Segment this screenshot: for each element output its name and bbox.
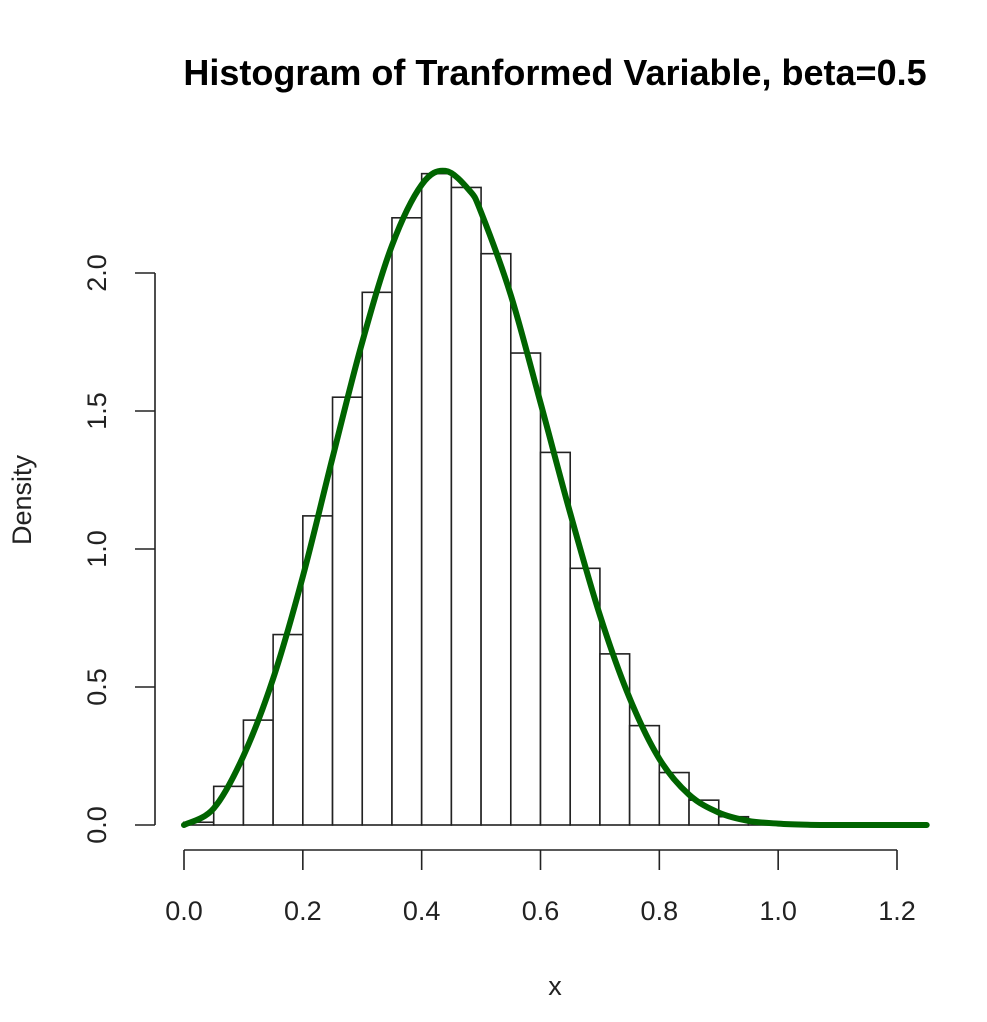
histogram-bars (183, 172, 779, 826)
x-tick-label: 1.2 (878, 896, 916, 926)
histogram-bar-6 (361, 291, 393, 826)
density-curve (181, 167, 930, 829)
histogram-bar-9 (450, 186, 482, 826)
x-tick-label: 0.0 (165, 896, 203, 926)
y-tick-label: 0.5 (82, 668, 112, 706)
chart-title: Histogram of Tranformed Variable, beta=0… (183, 52, 926, 93)
x-tick-label: 1.0 (759, 896, 797, 926)
histogram-bar-10 (480, 252, 512, 826)
y-axis-label: Density (7, 454, 37, 545)
x-axis-label: x (548, 971, 562, 1001)
y-axis: 0.0 0.5 1.0 1.5 2.0 (82, 254, 156, 844)
y-tick-label: 0.0 (82, 806, 112, 844)
density-curve-layer (181, 167, 930, 829)
x-tick-label: 0.4 (403, 896, 441, 926)
y-tick-label: 1.0 (82, 530, 112, 568)
histogram-bar-5 (331, 396, 364, 826)
histogram-bar-7 (391, 217, 423, 826)
x-tick-label: 0.6 (522, 896, 560, 926)
histogram-bar-15 (628, 724, 661, 826)
x-tick-label: 0.8 (641, 896, 679, 926)
y-tick-label: 1.5 (82, 392, 112, 430)
x-axis: 0.0 0.2 0.4 0.6 0.8 1.0 1.2 (165, 849, 916, 926)
x-tick-label: 0.2 (284, 896, 322, 926)
histogram-bar-2 (242, 719, 274, 826)
histogram-bar-11 (509, 352, 542, 826)
histogram-bar-8 (420, 172, 453, 826)
y-tick-label: 2.0 (82, 254, 112, 292)
